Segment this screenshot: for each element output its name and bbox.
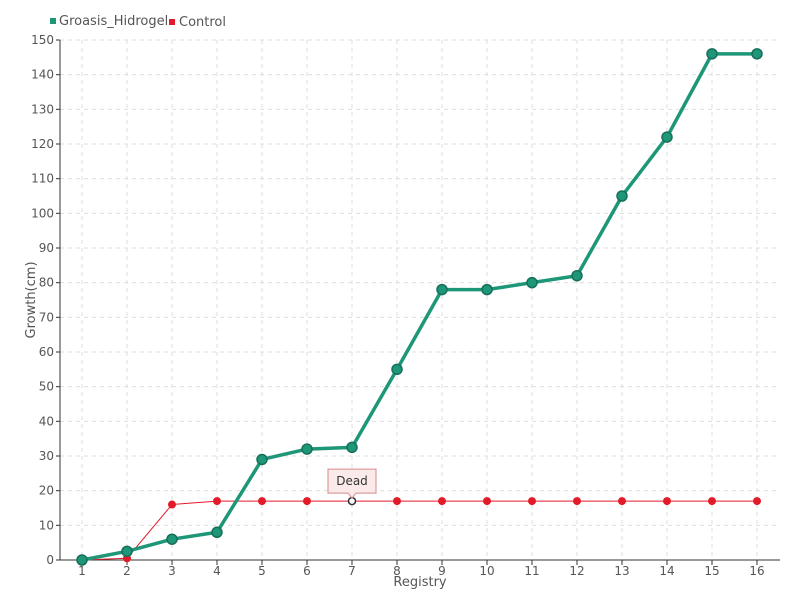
x-axis-title: Registry bbox=[393, 575, 447, 590]
y-tick-label: 130 bbox=[31, 102, 54, 116]
y-tick-label: 50 bbox=[39, 380, 54, 394]
x-tick-label: 15 bbox=[704, 564, 719, 578]
x-tick-label: 11 bbox=[524, 564, 539, 578]
data-point-groasis-hidrogel[interactable] bbox=[751, 48, 763, 60]
series-layer bbox=[76, 48, 763, 566]
legend-swatch-control bbox=[169, 19, 175, 25]
y-tick-label: 80 bbox=[39, 276, 54, 290]
x-tick-label: 1 bbox=[78, 564, 86, 578]
data-point-groasis-hidrogel[interactable] bbox=[301, 443, 313, 455]
data-point-groasis-hidrogel[interactable] bbox=[166, 533, 178, 545]
x-tick-label: 3 bbox=[168, 564, 176, 578]
y-tick-label: 0 bbox=[46, 553, 54, 567]
axes bbox=[59, 40, 780, 561]
data-point-groasis-hidrogel[interactable] bbox=[661, 131, 673, 143]
x-tick-label: 5 bbox=[258, 564, 266, 578]
x-tick-label: 14 bbox=[659, 564, 674, 578]
data-point-groasis-hidrogel[interactable] bbox=[121, 545, 133, 558]
y-tick-label: 120 bbox=[31, 137, 54, 151]
legend: Groasis_Hidrogel Control bbox=[50, 14, 226, 30]
x-tick-label: 9 bbox=[438, 564, 446, 578]
x-tick-label: 8 bbox=[393, 564, 401, 578]
y-tick-label: 150 bbox=[31, 33, 54, 47]
x-tick-label: 12 bbox=[569, 564, 584, 578]
x-tick-label: 13 bbox=[614, 564, 629, 578]
legend-label-groasis-hidrogel: Groasis_Hidrogel bbox=[59, 14, 168, 29]
y-tick-label: 40 bbox=[39, 414, 54, 428]
y-tick-label: 140 bbox=[31, 68, 54, 82]
data-point-groasis-hidrogel[interactable] bbox=[571, 269, 583, 282]
data-point-control[interactable] bbox=[528, 497, 536, 506]
x-tick-label: 7 bbox=[348, 564, 356, 578]
y-tick-label: 110 bbox=[31, 172, 54, 186]
data-point-control[interactable] bbox=[438, 497, 446, 506]
data-point-control[interactable] bbox=[483, 497, 491, 506]
data-point-groasis-hidrogel[interactable] bbox=[76, 554, 88, 566]
series-line-groasis-hidrogel bbox=[81, 52, 757, 562]
data-point-groasis-hidrogel[interactable] bbox=[481, 283, 493, 296]
data-point-control[interactable] bbox=[393, 497, 401, 506]
x-tick-label: 2 bbox=[123, 564, 131, 578]
data-point-groasis-hidrogel[interactable] bbox=[256, 453, 268, 466]
data-point-groasis-hidrogel[interactable] bbox=[616, 190, 628, 202]
data-point-control[interactable] bbox=[213, 497, 221, 506]
data-point-groasis-hidrogel[interactable] bbox=[211, 526, 223, 539]
x-tick-label: 10 bbox=[479, 564, 494, 578]
data-point-groasis-hidrogel[interactable] bbox=[706, 48, 718, 60]
data-point-control[interactable] bbox=[573, 497, 581, 506]
x-tick-label: 6 bbox=[303, 564, 311, 578]
legend-swatch-groasis-hidrogel bbox=[50, 18, 56, 24]
y-tick-label: 70 bbox=[39, 310, 54, 324]
x-axis-ticks: 1 2 3 4 5 6 7 8 9 10 11 12 13 14 15 16 bbox=[78, 560, 765, 578]
series-line-control bbox=[81, 500, 757, 561]
legend-item-groasis-hidrogel[interactable]: Groasis_Hidrogel bbox=[50, 14, 168, 29]
annotation-box bbox=[327, 468, 377, 499]
y-tick-label: 10 bbox=[39, 518, 54, 532]
data-point-control[interactable] bbox=[168, 500, 176, 509]
data-point-groasis-hidrogel[interactable] bbox=[391, 363, 403, 376]
x-tick-label: 16 bbox=[749, 564, 764, 578]
legend-item-control[interactable]: Control bbox=[169, 15, 226, 30]
data-point-control[interactable] bbox=[663, 497, 671, 506]
data-point-control[interactable] bbox=[258, 497, 266, 506]
data-point-control[interactable] bbox=[708, 497, 716, 506]
y-tick-label: 100 bbox=[31, 206, 54, 220]
data-point-groasis-hidrogel[interactable] bbox=[526, 276, 538, 289]
data-point-control[interactable] bbox=[753, 497, 761, 506]
y-tick-label: 90 bbox=[39, 241, 54, 255]
y-tick-label: 60 bbox=[39, 345, 54, 359]
annotation-layer: Dead bbox=[327, 468, 377, 506]
legend-label-control: Control bbox=[179, 15, 226, 30]
data-point-groasis-hidrogel[interactable] bbox=[436, 283, 448, 296]
grid-lines bbox=[60, 39, 780, 560]
y-tick-label: 30 bbox=[39, 449, 54, 463]
data-point-control[interactable] bbox=[303, 497, 311, 506]
x-tick-label: 4 bbox=[213, 564, 221, 578]
data-point-groasis-hidrogel[interactable] bbox=[346, 441, 358, 454]
annotation-label: Dead bbox=[336, 474, 368, 488]
y-axis-title: Growth(cm) bbox=[24, 261, 39, 338]
y-axis-ticks: 0 10 20 30 40 50 60 70 80 90 100 110 120 130 140 150 bbox=[31, 33, 60, 567]
data-point-control[interactable] bbox=[618, 497, 626, 506]
y-tick-label: 20 bbox=[39, 484, 54, 498]
